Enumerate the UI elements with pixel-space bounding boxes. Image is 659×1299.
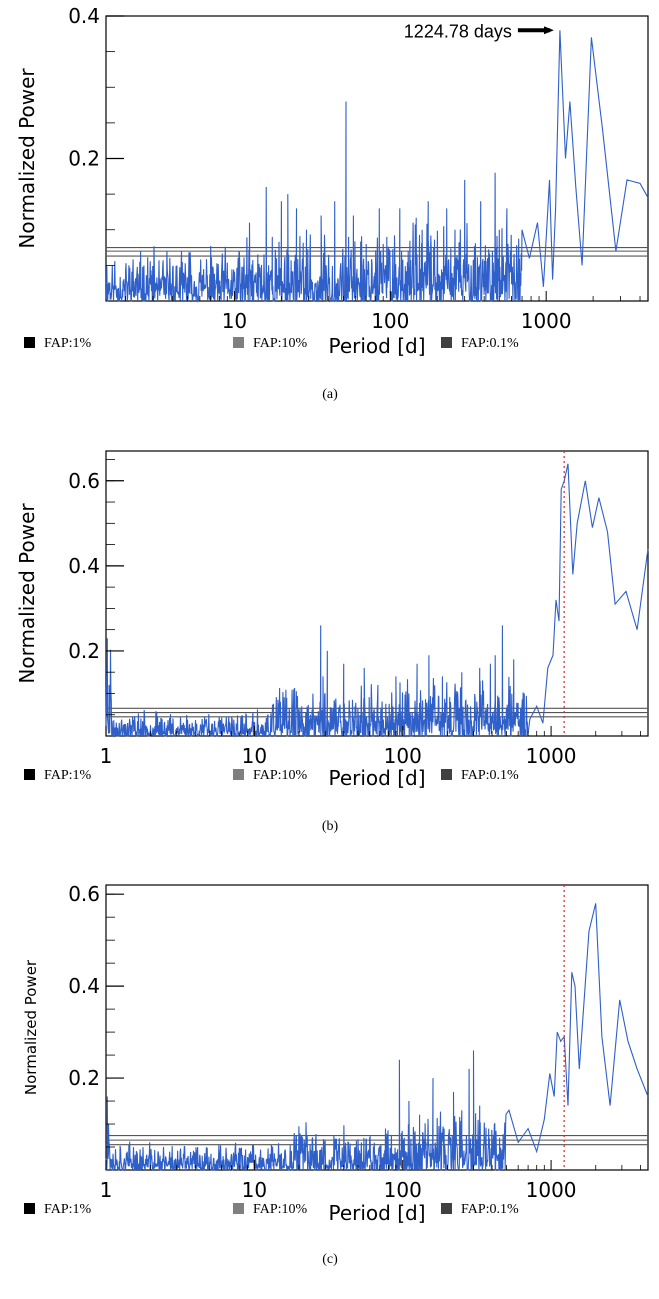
periodogram-line [105, 463, 649, 739]
x-tick-label: 10 [242, 1178, 267, 1202]
y-axis-ticks: 0.2 0.4 [68, 4, 124, 266]
panel-caption: (a) [322, 387, 338, 402]
x-tick-label: 1 [100, 744, 113, 768]
x-tick-label: 1000 [526, 1178, 577, 1202]
periodogram-line [105, 30, 649, 303]
peak-annotation: 1224.78 days [404, 21, 554, 41]
legend-label-fap-0-1: FAP:0.1% [461, 768, 519, 783]
y-axis-ticks: 0.2 0.4 0.6 [68, 882, 124, 1148]
legend-label-fap-10: FAP:10% [253, 336, 308, 351]
x-tick-label: 100 [371, 309, 409, 333]
y-tick-label: 0.2 [68, 147, 100, 171]
x-tick-label: 1000 [526, 744, 577, 768]
legend-swatch-fap-1 [24, 769, 35, 780]
x-tick-label: 1 [100, 1178, 113, 1202]
x-tick-label: 1000 [521, 309, 572, 333]
y-axis-label: Normalized Power [15, 68, 39, 249]
plot-frame [105, 884, 649, 1171]
x-axis-label: Period [d] [328, 766, 425, 790]
x-axis-label: Period [d] [328, 1201, 425, 1225]
chart-panel-b: 1 10 100 1000 0.2 0.4 0.6 Period [d] Normaliz… [15, 450, 649, 834]
legend-swatch-fap-1 [24, 1203, 35, 1214]
x-tick-label: 10 [222, 309, 247, 333]
legend-swatch-fap-10 [233, 337, 244, 348]
x-axis-ticks: 1 10 100 1000 [100, 726, 641, 768]
legend-label-fap-1: FAP:1% [44, 768, 92, 783]
x-axis-ticks: 1 10 100 1000 [100, 1160, 641, 1202]
x-axis-ticks: 10 100 1000 [125, 291, 641, 333]
legend-swatch-fap-10 [233, 1203, 244, 1214]
y-axis-label: Normalized Power [15, 503, 39, 684]
y-tick-label: 0.6 [68, 469, 100, 493]
y-tick-label: 0.4 [68, 554, 100, 578]
peak-annotation-label: 1224.78 days [404, 21, 512, 41]
x-axis-label: Period [d] [328, 334, 425, 358]
x-tick-label: 10 [242, 744, 267, 768]
y-tick-label: 0.6 [68, 882, 100, 906]
periodogram-series [105, 30, 649, 303]
y-axis-ticks: 0.2 0.4 0.6 [68, 459, 124, 716]
legend-swatch-fap-10 [233, 769, 244, 780]
legend: FAP:1% FAP:10% FAP:0.1% [24, 336, 519, 351]
periodogram-series [105, 903, 649, 1172]
legend: FAP:1% FAP:10% FAP:0.1% [24, 768, 519, 783]
legend-label-fap-1: FAP:1% [44, 336, 92, 351]
periodogram-series [105, 463, 649, 739]
chart-panel-a: 10 100 1000 0.2 0.4 Period [d] Normalized P… [15, 4, 649, 402]
legend-swatch-fap-1 [24, 337, 35, 348]
plot-frame [105, 450, 649, 737]
legend-swatch-fap-0-1 [441, 769, 452, 780]
periodogram-line [105, 903, 649, 1172]
y-tick-label: 0.2 [68, 639, 100, 663]
legend-label-fap-0-1: FAP:0.1% [461, 1202, 519, 1217]
panel-caption: (c) [322, 1252, 338, 1267]
legend-label-fap-1: FAP:1% [44, 1202, 92, 1217]
fap-threshold-lines [106, 1134, 648, 1146]
legend-label-fap-10: FAP:10% [253, 1202, 308, 1217]
legend: FAP:1% FAP:10% FAP:0.1% [24, 1202, 519, 1217]
chart-panel-c: 1 10 100 1000 0.2 0.4 0.6 Period [d] Normaliz… [22, 882, 649, 1267]
y-tick-label: 0.4 [68, 4, 100, 28]
x-tick-label: 100 [384, 1178, 422, 1202]
y-tick-label: 0.2 [68, 1066, 100, 1090]
y-tick-label: 0.4 [68, 974, 100, 998]
legend-swatch-fap-0-1 [441, 1203, 452, 1214]
x-tick-label: 100 [384, 744, 422, 768]
y-axis-label: Normalized Power [22, 959, 40, 1095]
panel-caption: (b) [322, 819, 339, 834]
legend-label-fap-10: FAP:10% [253, 768, 308, 783]
legend-swatch-fap-0-1 [441, 337, 452, 348]
legend-label-fap-0-1: FAP:0.1% [461, 336, 519, 351]
